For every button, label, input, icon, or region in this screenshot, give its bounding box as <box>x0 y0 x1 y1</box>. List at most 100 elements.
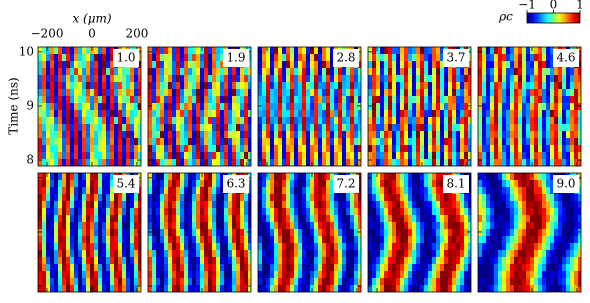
heatmap-cell <box>510 124 514 131</box>
heatmap-cell <box>534 131 538 138</box>
heatmap-cell <box>282 194 286 201</box>
heatmap-cell <box>188 194 192 201</box>
heatmap-cell <box>192 215 196 222</box>
heatmap-cell <box>574 110 578 117</box>
heatmap-cell <box>546 152 550 159</box>
heatmap-cell <box>148 54 152 61</box>
heatmap-cell <box>314 75 318 82</box>
heatmap-cell <box>518 201 522 208</box>
heatmap-cell <box>164 145 168 152</box>
heatmap-cell <box>440 68 444 75</box>
heatmap-cell <box>452 271 456 278</box>
heatmap-cell <box>578 75 581 82</box>
heatmap-cell <box>542 201 546 208</box>
heatmap-cell <box>440 243 444 250</box>
heatmap-cell <box>78 187 82 194</box>
heatmap-cell <box>502 264 506 271</box>
heatmap-cell <box>176 264 180 271</box>
heatmap-cell <box>530 194 534 201</box>
heatmap-cell <box>212 110 216 117</box>
heatmap-cell <box>164 131 168 138</box>
heatmap-cell <box>38 271 42 278</box>
heatmap-cell <box>148 229 152 236</box>
heatmap-cell <box>330 236 334 243</box>
heatmap-cell <box>506 117 510 124</box>
heatmap-cell <box>376 229 380 236</box>
heatmap-cell <box>74 173 78 180</box>
heatmap-cell <box>86 96 90 103</box>
heatmap-cell <box>102 271 106 278</box>
heatmap-cell <box>502 257 506 264</box>
heatmap-cell <box>570 222 574 229</box>
heatmap-cell <box>302 201 306 208</box>
heatmap-cell <box>244 131 248 138</box>
heatmap-cell <box>192 96 196 103</box>
heatmap-cell <box>578 89 581 96</box>
heatmap-cell <box>396 236 400 243</box>
heatmap-cell <box>566 89 570 96</box>
heatmap-cell <box>118 152 122 159</box>
heatmap-cell <box>98 187 102 194</box>
heatmap-cell <box>318 89 322 96</box>
heatmap-cell <box>322 285 326 292</box>
heatmap-cell <box>282 75 286 82</box>
heatmap-cell <box>172 194 176 201</box>
heatmap-cell <box>294 103 298 110</box>
heatmap-cell <box>224 89 228 96</box>
heatmap-cell <box>176 110 180 117</box>
heatmap-cell <box>90 257 94 264</box>
heatmap-cell <box>216 47 220 54</box>
heatmap-cell <box>326 82 330 89</box>
heatmap-cell <box>444 82 448 89</box>
heatmap-cell <box>570 229 574 236</box>
heatmap-cell <box>90 68 94 75</box>
heatmap-cell <box>314 82 318 89</box>
heatmap-cell <box>420 201 424 208</box>
heatmap-cell <box>468 271 471 278</box>
heatmap-cell <box>502 208 506 215</box>
heatmap-cell <box>310 180 314 187</box>
heatmap-cell <box>262 194 266 201</box>
heatmap-cell <box>368 47 372 54</box>
heatmap-cell <box>94 180 98 187</box>
heatmap-cell <box>546 250 550 257</box>
heatmap-cell <box>452 236 456 243</box>
heatmap-cell <box>526 103 530 110</box>
heatmap-cell <box>310 201 314 208</box>
heatmap-cell <box>160 152 164 159</box>
heatmap-cell <box>180 243 184 250</box>
heatmap-cell <box>490 68 494 75</box>
heatmap-cell <box>310 194 314 201</box>
heatmap-cell <box>290 215 294 222</box>
heatmap-cell <box>204 89 208 96</box>
heatmap-cell <box>94 47 98 54</box>
heatmap-cell <box>330 145 334 152</box>
heatmap-cell <box>314 96 318 103</box>
heatmap-cell <box>346 271 350 278</box>
heatmap-cell <box>526 61 530 68</box>
heatmap-cell <box>224 243 228 250</box>
heatmap-cell <box>538 271 542 278</box>
heatmap-cell <box>322 215 326 222</box>
heatmap-cell <box>354 278 358 285</box>
heatmap-cell <box>160 54 164 61</box>
heatmap-cell <box>310 215 314 222</box>
heatmap-cell <box>278 89 282 96</box>
heatmap-cell <box>282 152 286 159</box>
heatmap-cell <box>106 243 110 250</box>
heatmap-cell <box>440 145 444 152</box>
heatmap-cell <box>156 152 160 159</box>
heatmap-cell <box>376 201 380 208</box>
heatmap-cell <box>130 75 134 82</box>
heatmap-cell <box>510 103 514 110</box>
heatmap-cell <box>566 110 570 117</box>
heatmap-cell <box>326 54 330 61</box>
heatmap-cell <box>384 82 388 89</box>
heatmap-cell <box>228 243 232 250</box>
heatmap-cell <box>298 89 302 96</box>
heatmap-cell <box>376 180 380 187</box>
heatmap-cell <box>518 278 522 285</box>
heatmap-cell <box>404 61 408 68</box>
heatmap-cell <box>212 173 216 180</box>
heatmap-cell <box>482 152 486 159</box>
